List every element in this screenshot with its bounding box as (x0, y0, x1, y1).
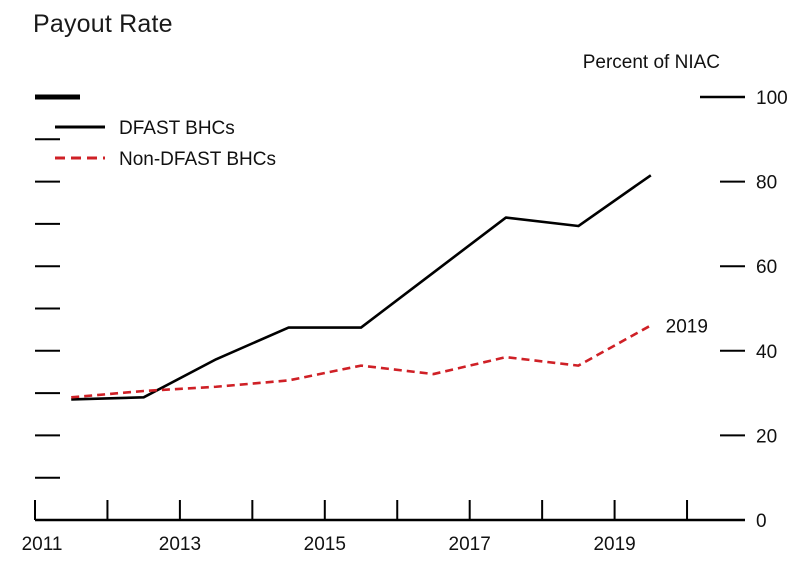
series-line-dfast (71, 174, 652, 401)
x-axis-tick-label: 2015 (304, 534, 346, 555)
y-axis-tick-label: 20 (756, 426, 777, 447)
series-end-annotation: 2019 (666, 316, 708, 337)
chart-title: Payout Rate (33, 10, 173, 38)
legend-label: Non-DFAST BHCs (119, 149, 276, 170)
x-axis-tick-label: 2011 (22, 534, 63, 555)
y-axis-tick-label: 80 (756, 173, 777, 194)
y-axis-unit-label: Percent of NIAC (582, 52, 720, 73)
y-axis-tick-label: 60 (756, 257, 777, 278)
x-axis-tick-label: 2013 (159, 534, 201, 555)
legend-label: DFAST BHCs (119, 118, 235, 139)
x-axis-tick-label: 2019 (593, 534, 635, 555)
series-line-non-dfast (71, 324, 652, 399)
y-axis-tick-label: 100 (756, 88, 788, 109)
y-axis-tick-label: 0 (756, 511, 767, 532)
y-axis-tick-label: 40 (756, 342, 777, 363)
x-axis-tick-label: 2017 (449, 534, 491, 555)
